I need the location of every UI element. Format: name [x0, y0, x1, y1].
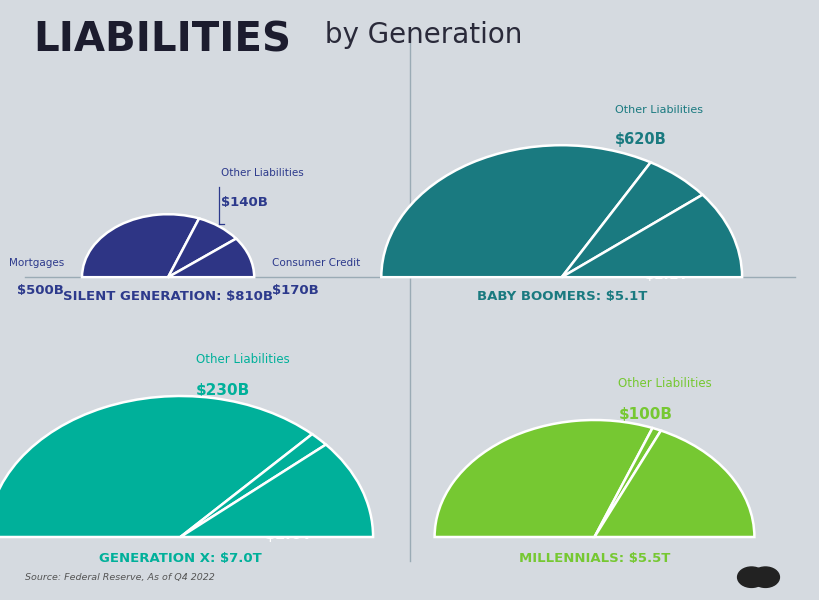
Text: $5.2T: $5.2T — [118, 483, 166, 498]
Text: $1.1T: $1.1T — [645, 268, 689, 282]
Text: Consumer: Consumer — [638, 227, 695, 237]
Circle shape — [750, 567, 779, 587]
Text: Mortgages: Mortgages — [484, 200, 543, 211]
Text: Consumer Credit: Consumer Credit — [272, 257, 360, 268]
Text: Other Liabilities: Other Liabilities — [614, 105, 702, 115]
Text: Other Liabilities: Other Liabilities — [196, 353, 289, 366]
Wedge shape — [168, 239, 254, 277]
Text: $170B: $170B — [272, 284, 319, 298]
Text: BABY BOOMERS: $5.1T: BABY BOOMERS: $5.1T — [476, 290, 646, 303]
Text: $1.6T: $1.6T — [265, 527, 312, 542]
Text: GENERATION X: $7.0T: GENERATION X: $7.0T — [99, 552, 261, 565]
Wedge shape — [434, 420, 652, 537]
Text: Credit: Credit — [657, 487, 692, 500]
Wedge shape — [180, 434, 325, 537]
Text: $620B: $620B — [614, 132, 666, 147]
Text: $3.4T: $3.4T — [492, 227, 536, 241]
Text: SILENT GENERATION: $810B: SILENT GENERATION: $810B — [63, 290, 273, 303]
Wedge shape — [594, 428, 660, 537]
Text: Credit: Credit — [649, 241, 683, 251]
Wedge shape — [168, 218, 236, 277]
Text: $230B: $230B — [196, 383, 250, 398]
Text: $3.4T: $3.4T — [525, 500, 572, 515]
Text: Mortgages: Mortgages — [9, 257, 64, 268]
Text: $2T: $2T — [658, 518, 690, 533]
Text: $500B: $500B — [17, 284, 64, 298]
Text: by Generation: by Generation — [315, 21, 522, 49]
Text: $100B: $100B — [618, 407, 672, 422]
Wedge shape — [180, 445, 373, 537]
Text: $140B: $140B — [221, 196, 268, 209]
Text: Mortgages: Mortgages — [111, 451, 173, 464]
Wedge shape — [561, 163, 702, 277]
Wedge shape — [381, 145, 649, 277]
Text: Other Liabilities: Other Liabilities — [618, 377, 712, 390]
Text: MILLENNIALS: $5.5T: MILLENNIALS: $5.5T — [518, 552, 669, 565]
Text: Other Liabilities: Other Liabilities — [221, 168, 304, 178]
Text: Mortgages: Mortgages — [518, 467, 580, 481]
Wedge shape — [561, 195, 741, 277]
Text: Credit: Credit — [270, 496, 306, 509]
Circle shape — [737, 567, 765, 587]
Text: Consumer: Consumer — [258, 481, 319, 494]
Wedge shape — [0, 396, 312, 537]
Wedge shape — [594, 431, 753, 537]
Text: LIABILITIES: LIABILITIES — [33, 21, 291, 61]
Text: Consumer: Consumer — [645, 473, 704, 486]
Text: Source: Federal Reserve, As of Q4 2022: Source: Federal Reserve, As of Q4 2022 — [25, 572, 214, 582]
Wedge shape — [82, 214, 199, 277]
